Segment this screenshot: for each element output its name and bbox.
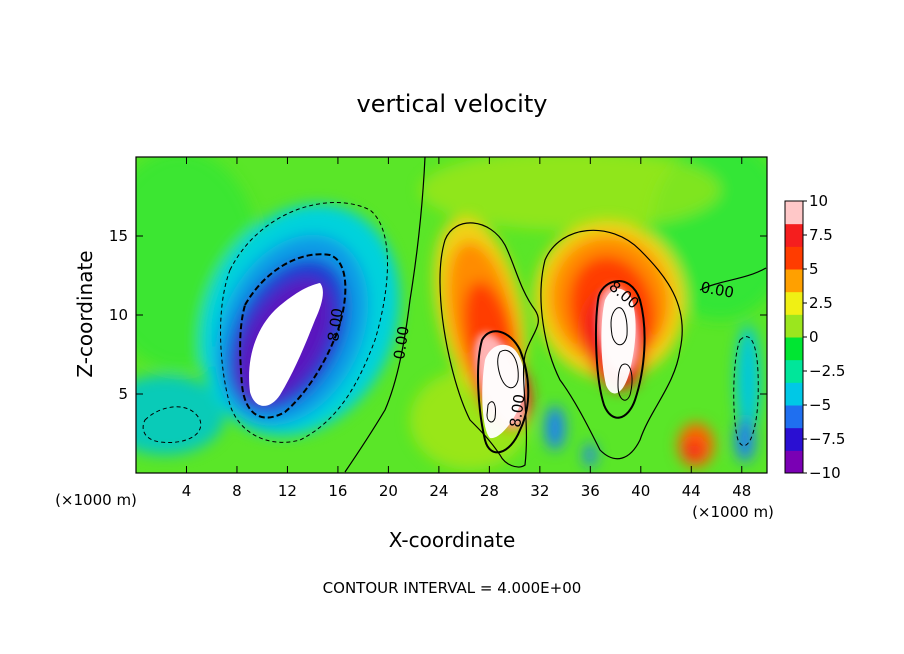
chart-title: vertical velocity bbox=[357, 90, 548, 118]
colorbar-segment bbox=[785, 337, 803, 361]
colorbar-tick-label: −10 bbox=[809, 464, 841, 482]
colorbar-tick-label: 7.5 bbox=[809, 226, 833, 244]
colorbar-segment bbox=[785, 359, 803, 383]
contour-label: 8.00 bbox=[324, 307, 346, 343]
x-unit-label: (×1000 m) bbox=[55, 491, 137, 509]
colorbar-segment bbox=[785, 201, 803, 225]
colorbar-segment bbox=[785, 405, 803, 429]
contour-label: 0.00 bbox=[390, 325, 412, 361]
y-axis: 5 10 15 bbox=[109, 227, 767, 403]
colorbar-segment bbox=[785, 314, 803, 338]
x-tick-label: 28 bbox=[480, 482, 499, 500]
contour-interval-note: CONTOUR INTERVAL = 4.000E+00 bbox=[323, 579, 582, 597]
colorbar-segment bbox=[785, 269, 803, 293]
y-unit-label: (×1000 m) bbox=[692, 503, 774, 521]
x-axis-label: X-coordinate bbox=[389, 528, 516, 552]
x-tick-label: 16 bbox=[328, 482, 347, 500]
colorbar-tick-label: −5 bbox=[809, 396, 831, 414]
colorbar-tick-label: 10 bbox=[809, 192, 828, 210]
x-tick-label: 32 bbox=[530, 482, 549, 500]
heatmap-plot: 0.00 0.00 8.00 8.00 8.00 bbox=[136, 157, 767, 473]
colorbar-tick-label: 2.5 bbox=[809, 294, 833, 312]
colorbar-segment bbox=[785, 427, 803, 451]
colorbar-tick-label: −7.5 bbox=[809, 430, 845, 448]
x-tick-label: 12 bbox=[278, 482, 297, 500]
x-tick-label: 36 bbox=[581, 482, 600, 500]
y-axis-label: Z-coordinate bbox=[73, 250, 97, 377]
colorbar-tick-label: −2.5 bbox=[809, 362, 845, 380]
contour-label: 8.00 bbox=[506, 393, 528, 429]
x-tick-label: 4 bbox=[182, 482, 192, 500]
colorbar-segment bbox=[785, 223, 803, 247]
x-tick-label: 40 bbox=[631, 482, 650, 500]
colorbar-segment bbox=[785, 246, 803, 270]
y-tick-label: 15 bbox=[109, 227, 128, 245]
colorbar: 10 7.5 5 2.5 0 −2.5 −5 −7.5 −10 bbox=[784, 192, 845, 482]
x-tick-label: 8 bbox=[232, 482, 242, 500]
y-tick-label: 5 bbox=[118, 385, 128, 403]
x-axis: 4 8 12 16 20 24 28 32 36 40 44 48 bbox=[182, 157, 751, 500]
colorbar-segment bbox=[785, 450, 803, 474]
colorbar-segment bbox=[785, 382, 803, 406]
colorbar-tick-label: 5 bbox=[809, 260, 819, 278]
colorbar-segment bbox=[785, 291, 803, 315]
x-tick-label: 20 bbox=[379, 482, 398, 500]
x-tick-label: 44 bbox=[682, 482, 701, 500]
contour-label: 0.00 bbox=[699, 278, 735, 302]
x-tick-label: 24 bbox=[429, 482, 448, 500]
x-tick-label: 48 bbox=[732, 482, 751, 500]
colorbar-tick-label: 0 bbox=[809, 328, 819, 346]
y-tick-label: 10 bbox=[109, 306, 128, 324]
